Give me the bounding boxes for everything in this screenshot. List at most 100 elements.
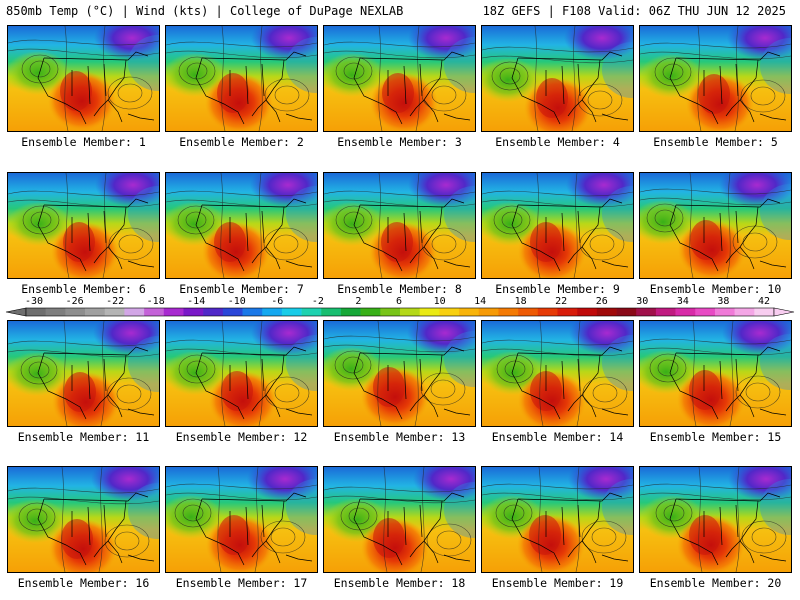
ensemble-member-label: Ensemble Member: 10 [649,282,782,296]
colorbar-segment [400,308,420,316]
ensemble-member-label: Ensemble Member: 4 [495,135,620,149]
colorbar-segment [104,308,125,316]
colorbar-tick-label: 14 [474,296,487,307]
ensemble-member-label: Ensemble Member: 6 [21,282,146,296]
colorbar-segment [439,308,460,316]
colorbar-tick-label: -2 [311,296,324,307]
colorbar-tick-label: 18 [514,296,527,307]
colorbar-segment [242,308,263,316]
colorbar-segment [459,308,480,316]
ensemble-member-map [7,172,160,279]
ensemble-member-map [7,466,160,573]
colorbar-segment [65,308,86,316]
colorbar-segment [163,308,184,316]
colorbar-tick-label: 6 [395,296,403,307]
colorbar-tick-label: 10 [433,296,446,307]
colorbar-tick-label: 38 [717,296,730,307]
colorbar-tick-label: 22 [555,296,568,307]
colorbar-segment [360,308,381,316]
ensemble-member-label: Ensemble Member: 3 [337,135,462,149]
ensemble-member-map [323,320,476,427]
colorbar-segment [636,308,657,316]
colorbar-segment [124,308,145,316]
colorbar-tick-label: 42 [757,296,771,307]
ensemble-member-map [7,320,160,427]
temperature-colorbar [5,307,795,317]
colorbar-tick-label: -6 [271,296,284,307]
ensemble-member-map [639,466,792,573]
ensemble-member-map [639,172,792,279]
colorbar-segment [498,308,519,316]
colorbar-segment [262,308,283,316]
colorbar-segment [518,308,539,316]
colorbar-segment [45,308,66,316]
colorbar-segment [380,308,401,316]
colorbar-segment [557,308,578,316]
ensemble-member-map [481,466,634,573]
ensemble-member-map [7,25,160,132]
colorbar-segment [144,308,165,316]
product-title: 850mb Temp (°C) | Wind (kts) | College o… [6,4,404,18]
colorbar-segment [714,308,735,316]
colorbar-tick-labels: -30 -26 -22 -18 -14 -10 -6 -2 2 6 10 14 18 22 26 30 34 38… [0,296,800,308]
ensemble-member-map [165,320,318,427]
ensemble-member-label: Ensemble Member: 2 [179,135,304,149]
ensemble-member-label: Ensemble Member: 11 [17,430,150,444]
ensemble-member-map [165,25,318,132]
colorbar-tick-label: -18 [146,296,165,307]
ensemble-member-label: Ensemble Member: 18 [333,576,466,590]
colorbar-segment [301,308,322,316]
colorbar-tick-label: -22 [106,296,125,307]
colorbar-segment [340,308,361,316]
colorbar-segment [85,308,106,316]
ensemble-member-label: Ensemble Member: 8 [337,282,462,296]
colorbar-tick-label: 34 [676,296,689,307]
ensemble-member-label: Ensemble Member: 13 [333,430,466,444]
valid-time-label: 18Z GEFS | F108 Valid: 06Z THU JUN 12 20… [482,4,786,18]
ensemble-member-label: Ensemble Member: 15 [649,430,782,444]
colorbar-segment [183,308,204,316]
colorbar-segment [734,308,755,316]
colorbar-segment [281,308,302,316]
ensemble-member-map [323,466,476,573]
ensemble-member-label: Ensemble Member: 12 [175,430,308,444]
ensemble-member-map [481,320,634,427]
colorbar-segment [321,308,342,316]
colorbar-segment [222,308,243,316]
colorbar-segment [577,308,598,316]
colorbar-tick-label: 26 [595,296,608,307]
colorbar-segment [419,308,440,316]
colorbar-segment [596,308,617,316]
colorbar-tick-label: 30 [636,296,649,307]
colorbar-arrow-high [773,307,795,317]
ensemble-member-label: Ensemble Member: 9 [495,282,620,296]
ensemble-member-label: Ensemble Member: 20 [649,576,782,590]
colorbar-segment [203,308,224,316]
ensemble-member-map [323,25,476,132]
colorbar-arrow-low [5,307,27,317]
colorbar-tick-label: -14 [187,296,206,307]
ensemble-member-label: Ensemble Member: 17 [175,576,308,590]
ensemble-member-map [165,466,318,573]
colorbar-tick-label: -10 [227,296,246,307]
colorbar-tick-label: -26 [65,296,84,307]
colorbar-segment [478,308,499,316]
ensemble-member-map [165,172,318,279]
ensemble-member-map [639,25,792,132]
colorbar-segment [754,308,775,316]
ensemble-member-label: Ensemble Member: 7 [179,282,304,296]
ensemble-member-label: Ensemble Member: 14 [491,430,624,444]
ensemble-member-map [481,25,634,132]
colorbar-segment [675,308,696,316]
ensemble-member-map [639,320,792,427]
ensemble-member-label: Ensemble Member: 19 [491,576,624,590]
ensemble-member-map [481,172,634,279]
colorbar-segment [26,308,46,316]
colorbar-segment [695,308,716,316]
ensemble-member-label: Ensemble Member: 16 [17,576,150,590]
colorbar-tick-label: 2 [355,296,362,307]
colorbar-segment [655,308,676,316]
ensemble-member-label: Ensemble Member: 5 [653,135,778,149]
ensemble-member-map [323,172,476,279]
ensemble-member-label: Ensemble Member: 1 [21,135,146,149]
